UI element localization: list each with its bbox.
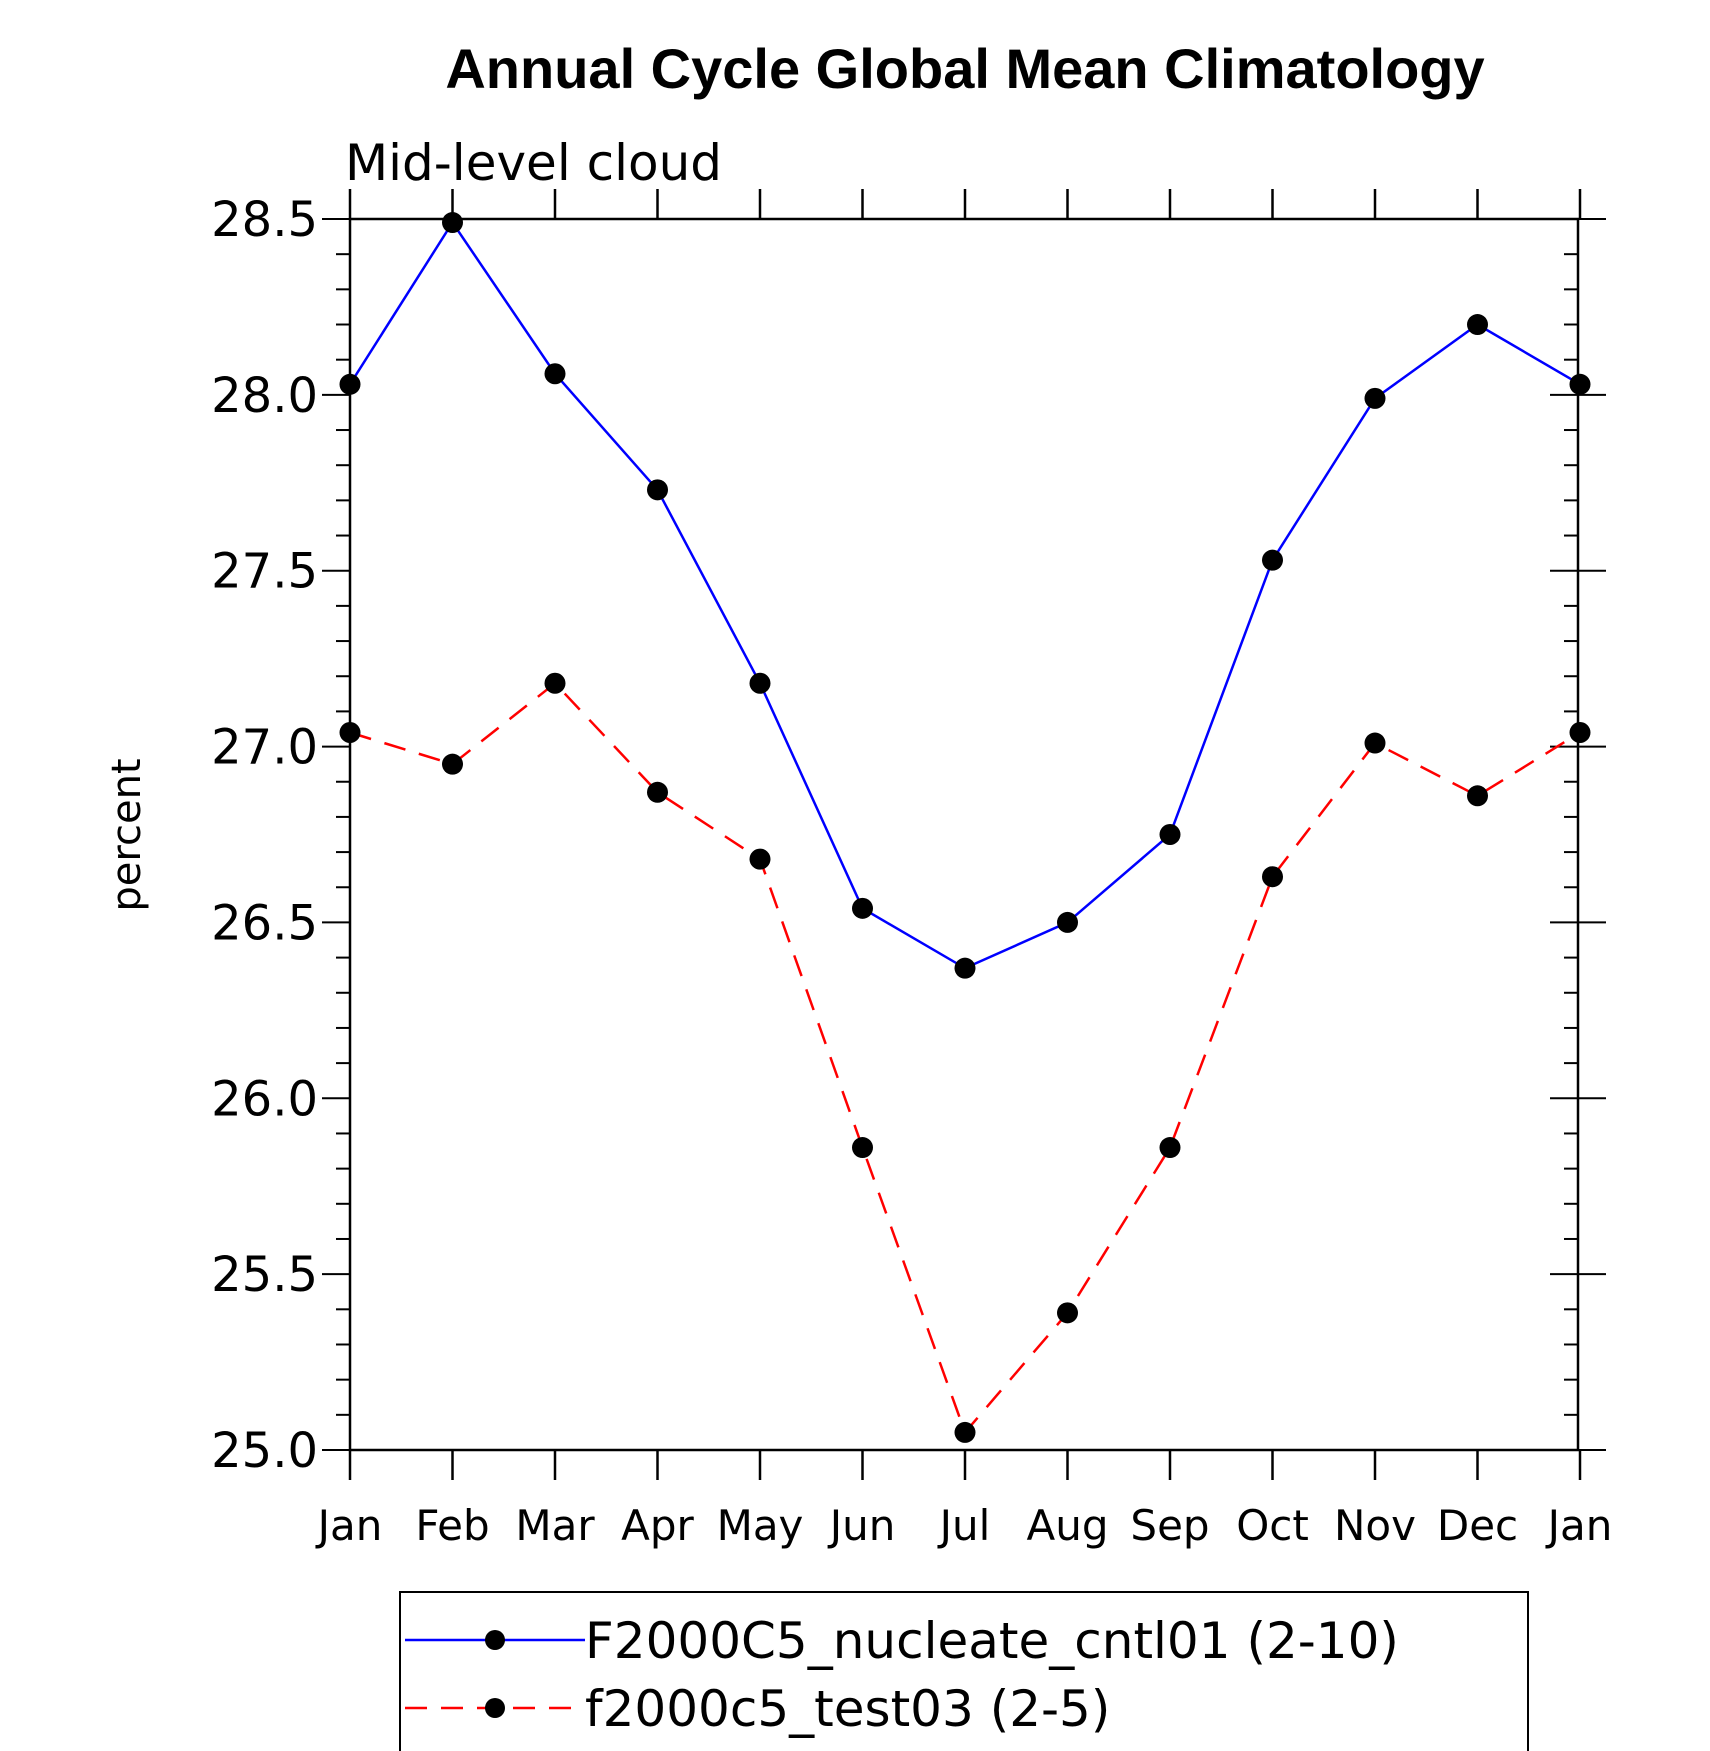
series-2-point xyxy=(442,753,463,775)
series-line-1 xyxy=(348,220,1581,970)
series-2-point xyxy=(1057,1302,1078,1324)
x-tick-label: Nov xyxy=(1334,1501,1416,1550)
series-2-point xyxy=(749,848,771,870)
chart-title: Annual Cycle Global Mean Climatology xyxy=(445,37,1484,100)
series-2-point xyxy=(1467,785,1488,807)
legend-label-2: f2000c5_test03 (2-5) xyxy=(585,1680,1110,1738)
series-2-point xyxy=(852,1137,873,1159)
series-line-2 xyxy=(349,681,1581,1435)
x-tick-label: Oct xyxy=(1236,1501,1309,1550)
x-tick-label: Jan xyxy=(1545,1501,1613,1550)
y-tick-label: 28.5 xyxy=(211,192,318,248)
series-2-point xyxy=(954,1421,976,1443)
chart-subtitle: Mid-level cloud xyxy=(345,134,722,192)
series-2-point xyxy=(339,722,361,744)
series-1-point xyxy=(442,212,463,234)
series-2-point xyxy=(544,672,566,694)
plot-frame xyxy=(348,217,1580,1452)
y-tick-label: 27.5 xyxy=(211,544,318,600)
series-1-point xyxy=(1159,824,1181,845)
legend-marker-2 xyxy=(485,1698,505,1718)
series-1-point xyxy=(749,672,771,694)
y-tick-label: 25.0 xyxy=(211,1423,318,1479)
legend-items: F2000C5_nucleate_cntl01 (2-10) f2000c5_te… xyxy=(405,1612,1399,1738)
series-1-point xyxy=(1262,549,1283,571)
y-tick-label: 28.0 xyxy=(211,368,318,424)
y-axis-label: percent xyxy=(104,758,150,911)
x-tick-label: Sep xyxy=(1130,1501,1209,1550)
series-1-point xyxy=(954,957,976,979)
x-tick-label: Jan xyxy=(315,1501,383,1550)
legend-frame xyxy=(399,1591,1529,1751)
series-1-point xyxy=(852,897,873,919)
series-2-point xyxy=(1569,722,1591,744)
x-tick-label: Feb xyxy=(415,1501,489,1550)
y-tick-label: 26.0 xyxy=(211,1071,318,1127)
legend-marker-1 xyxy=(485,1630,505,1650)
y-tick-label: 25.5 xyxy=(211,1247,318,1303)
y-tick-label: 27.0 xyxy=(211,720,318,776)
x-tick-label: Jun xyxy=(827,1501,896,1550)
series-2-point xyxy=(1159,1137,1181,1159)
x-tick-label: Jul xyxy=(937,1501,991,1550)
series-1-point xyxy=(339,373,361,395)
y-tick-label: 26.5 xyxy=(211,895,318,951)
x-tick-label: Apr xyxy=(621,1501,694,1550)
series-1-point xyxy=(647,479,668,501)
legend: F2000C5_nucleate_cntl01 (2-10) f2000c5_te… xyxy=(399,1591,1529,1751)
series-1-point xyxy=(1569,373,1591,395)
series-1-point xyxy=(544,363,566,385)
series-1-point xyxy=(1467,314,1488,336)
x-axis-ticks: Jan Feb Mar Apr May Jun Jul Aug Sep Oct Nov Dec Jan xyxy=(315,189,1613,1550)
series-2-point xyxy=(1262,866,1283,888)
x-tick-label: Dec xyxy=(1437,1501,1518,1550)
x-tick-label: Mar xyxy=(515,1501,595,1550)
series-layer xyxy=(339,212,1591,1443)
x-tick-label: Aug xyxy=(1026,1501,1108,1550)
x-tick-label: May xyxy=(717,1501,804,1550)
series-1-point xyxy=(1364,387,1386,409)
series-2-point xyxy=(1364,732,1386,754)
legend-label-1: F2000C5_nucleate_cntl01 (2-10) xyxy=(585,1612,1399,1670)
y-axis-ticks: 25.0 25.5 26.0 26.5 27.0 27.5 28.0 28.5 xyxy=(211,192,1606,1479)
series-1-point xyxy=(1057,911,1078,933)
series-2-point xyxy=(647,781,668,803)
